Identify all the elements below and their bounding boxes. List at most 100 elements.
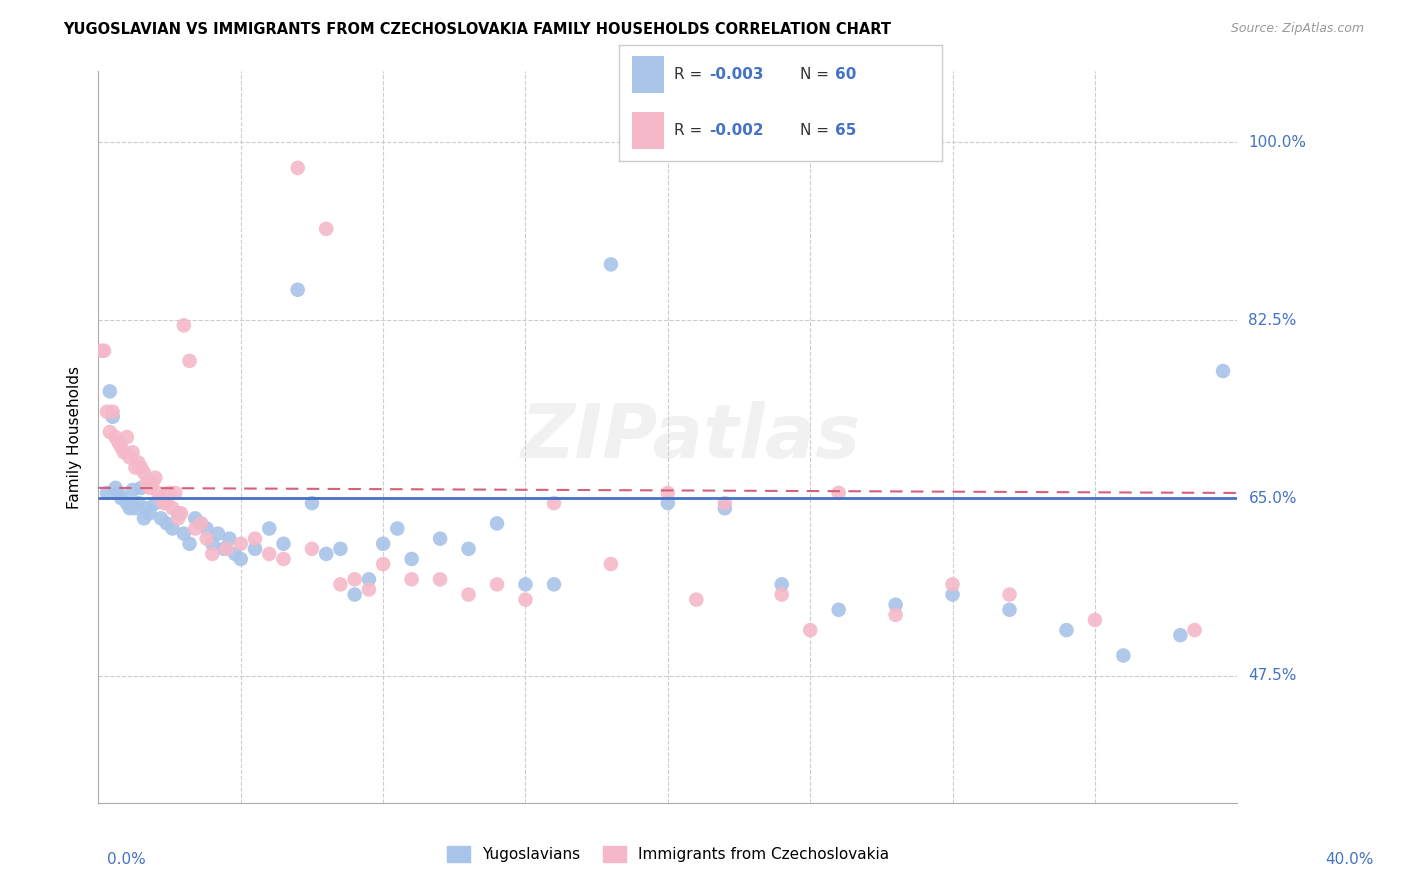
Point — [138, 481, 160, 495]
Point — [153, 496, 176, 510]
Point — [98, 425, 121, 439]
Point — [1084, 613, 1107, 627]
Point — [998, 588, 1021, 602]
Point — [173, 526, 195, 541]
Point — [104, 430, 127, 444]
Point — [229, 552, 252, 566]
Point — [96, 486, 118, 500]
Point — [132, 511, 155, 525]
Point — [173, 318, 195, 333]
Point — [179, 354, 201, 368]
Text: N =: N = — [800, 123, 834, 138]
Point — [124, 460, 146, 475]
Point — [179, 537, 201, 551]
Point — [600, 257, 623, 271]
Point — [124, 501, 146, 516]
Text: -0.003: -0.003 — [709, 67, 763, 82]
Point — [170, 506, 193, 520]
Point — [515, 577, 537, 591]
Point — [138, 506, 160, 520]
Point — [243, 532, 266, 546]
Text: 65.0%: 65.0% — [1249, 491, 1296, 506]
Point — [770, 588, 793, 602]
Point — [884, 607, 907, 622]
Point — [107, 435, 129, 450]
Bar — [631, 112, 664, 149]
Point — [401, 552, 423, 566]
Point — [1056, 623, 1078, 637]
Text: 0.0%: 0.0% — [107, 852, 146, 867]
Point — [486, 516, 509, 531]
Point — [287, 283, 309, 297]
Point — [110, 440, 132, 454]
Point — [515, 592, 537, 607]
Point — [1112, 648, 1135, 663]
Y-axis label: Family Households: Family Households — [67, 366, 83, 508]
Point — [93, 343, 115, 358]
Point — [884, 598, 907, 612]
Point — [315, 222, 337, 236]
Point — [184, 511, 207, 525]
Text: Source: ZipAtlas.com: Source: ZipAtlas.com — [1230, 22, 1364, 36]
Point — [110, 491, 132, 505]
Point — [115, 496, 138, 510]
Point — [243, 541, 266, 556]
Point — [167, 506, 190, 520]
Point — [1170, 628, 1192, 642]
Point — [156, 496, 179, 510]
Point — [486, 577, 509, 591]
Point — [212, 541, 235, 556]
Point — [129, 460, 152, 475]
Point — [135, 501, 157, 516]
Point — [132, 466, 155, 480]
Point — [195, 521, 218, 535]
Point — [942, 588, 965, 602]
Point — [457, 588, 479, 602]
Point — [135, 475, 157, 490]
Point — [141, 475, 163, 490]
Text: R =: R = — [673, 123, 707, 138]
Text: 40.0%: 40.0% — [1326, 852, 1374, 867]
Point — [685, 592, 707, 607]
Text: ZIPatlas: ZIPatlas — [520, 401, 860, 474]
Text: 65: 65 — [835, 123, 856, 138]
Point — [190, 516, 212, 531]
Text: 100.0%: 100.0% — [1249, 135, 1306, 150]
Point — [156, 516, 179, 531]
Point — [215, 541, 238, 556]
Point — [1184, 623, 1206, 637]
Point — [121, 483, 143, 497]
Point — [127, 455, 149, 469]
Point — [150, 511, 173, 525]
Point — [145, 471, 167, 485]
Text: YUGOSLAVIAN VS IMMIGRANTS FROM CZECHOSLOVAKIA FAMILY HOUSEHOLDS CORRELATION CHAR: YUGOSLAVIAN VS IMMIGRANTS FROM CZECHOSLO… — [63, 22, 891, 37]
Point — [259, 547, 281, 561]
Point — [112, 445, 135, 459]
Point — [543, 496, 565, 510]
Point — [224, 547, 246, 561]
Point — [600, 557, 623, 571]
Point — [118, 501, 141, 516]
Text: 82.5%: 82.5% — [1249, 313, 1296, 327]
Point — [543, 577, 565, 591]
Point — [273, 537, 295, 551]
Point — [259, 521, 281, 535]
Point — [828, 603, 851, 617]
Point — [98, 384, 121, 399]
Point — [150, 491, 173, 505]
Point — [101, 409, 124, 424]
Point — [301, 541, 323, 556]
Point — [148, 486, 170, 500]
Text: -0.002: -0.002 — [709, 123, 763, 138]
Point — [162, 501, 184, 516]
Point — [201, 537, 224, 551]
Point — [162, 521, 184, 535]
Point — [329, 577, 352, 591]
Point — [770, 577, 793, 591]
Point — [998, 603, 1021, 617]
Point — [714, 501, 737, 516]
Text: 47.5%: 47.5% — [1249, 668, 1296, 683]
Point — [118, 450, 141, 465]
Point — [90, 343, 112, 358]
Point — [218, 532, 240, 546]
